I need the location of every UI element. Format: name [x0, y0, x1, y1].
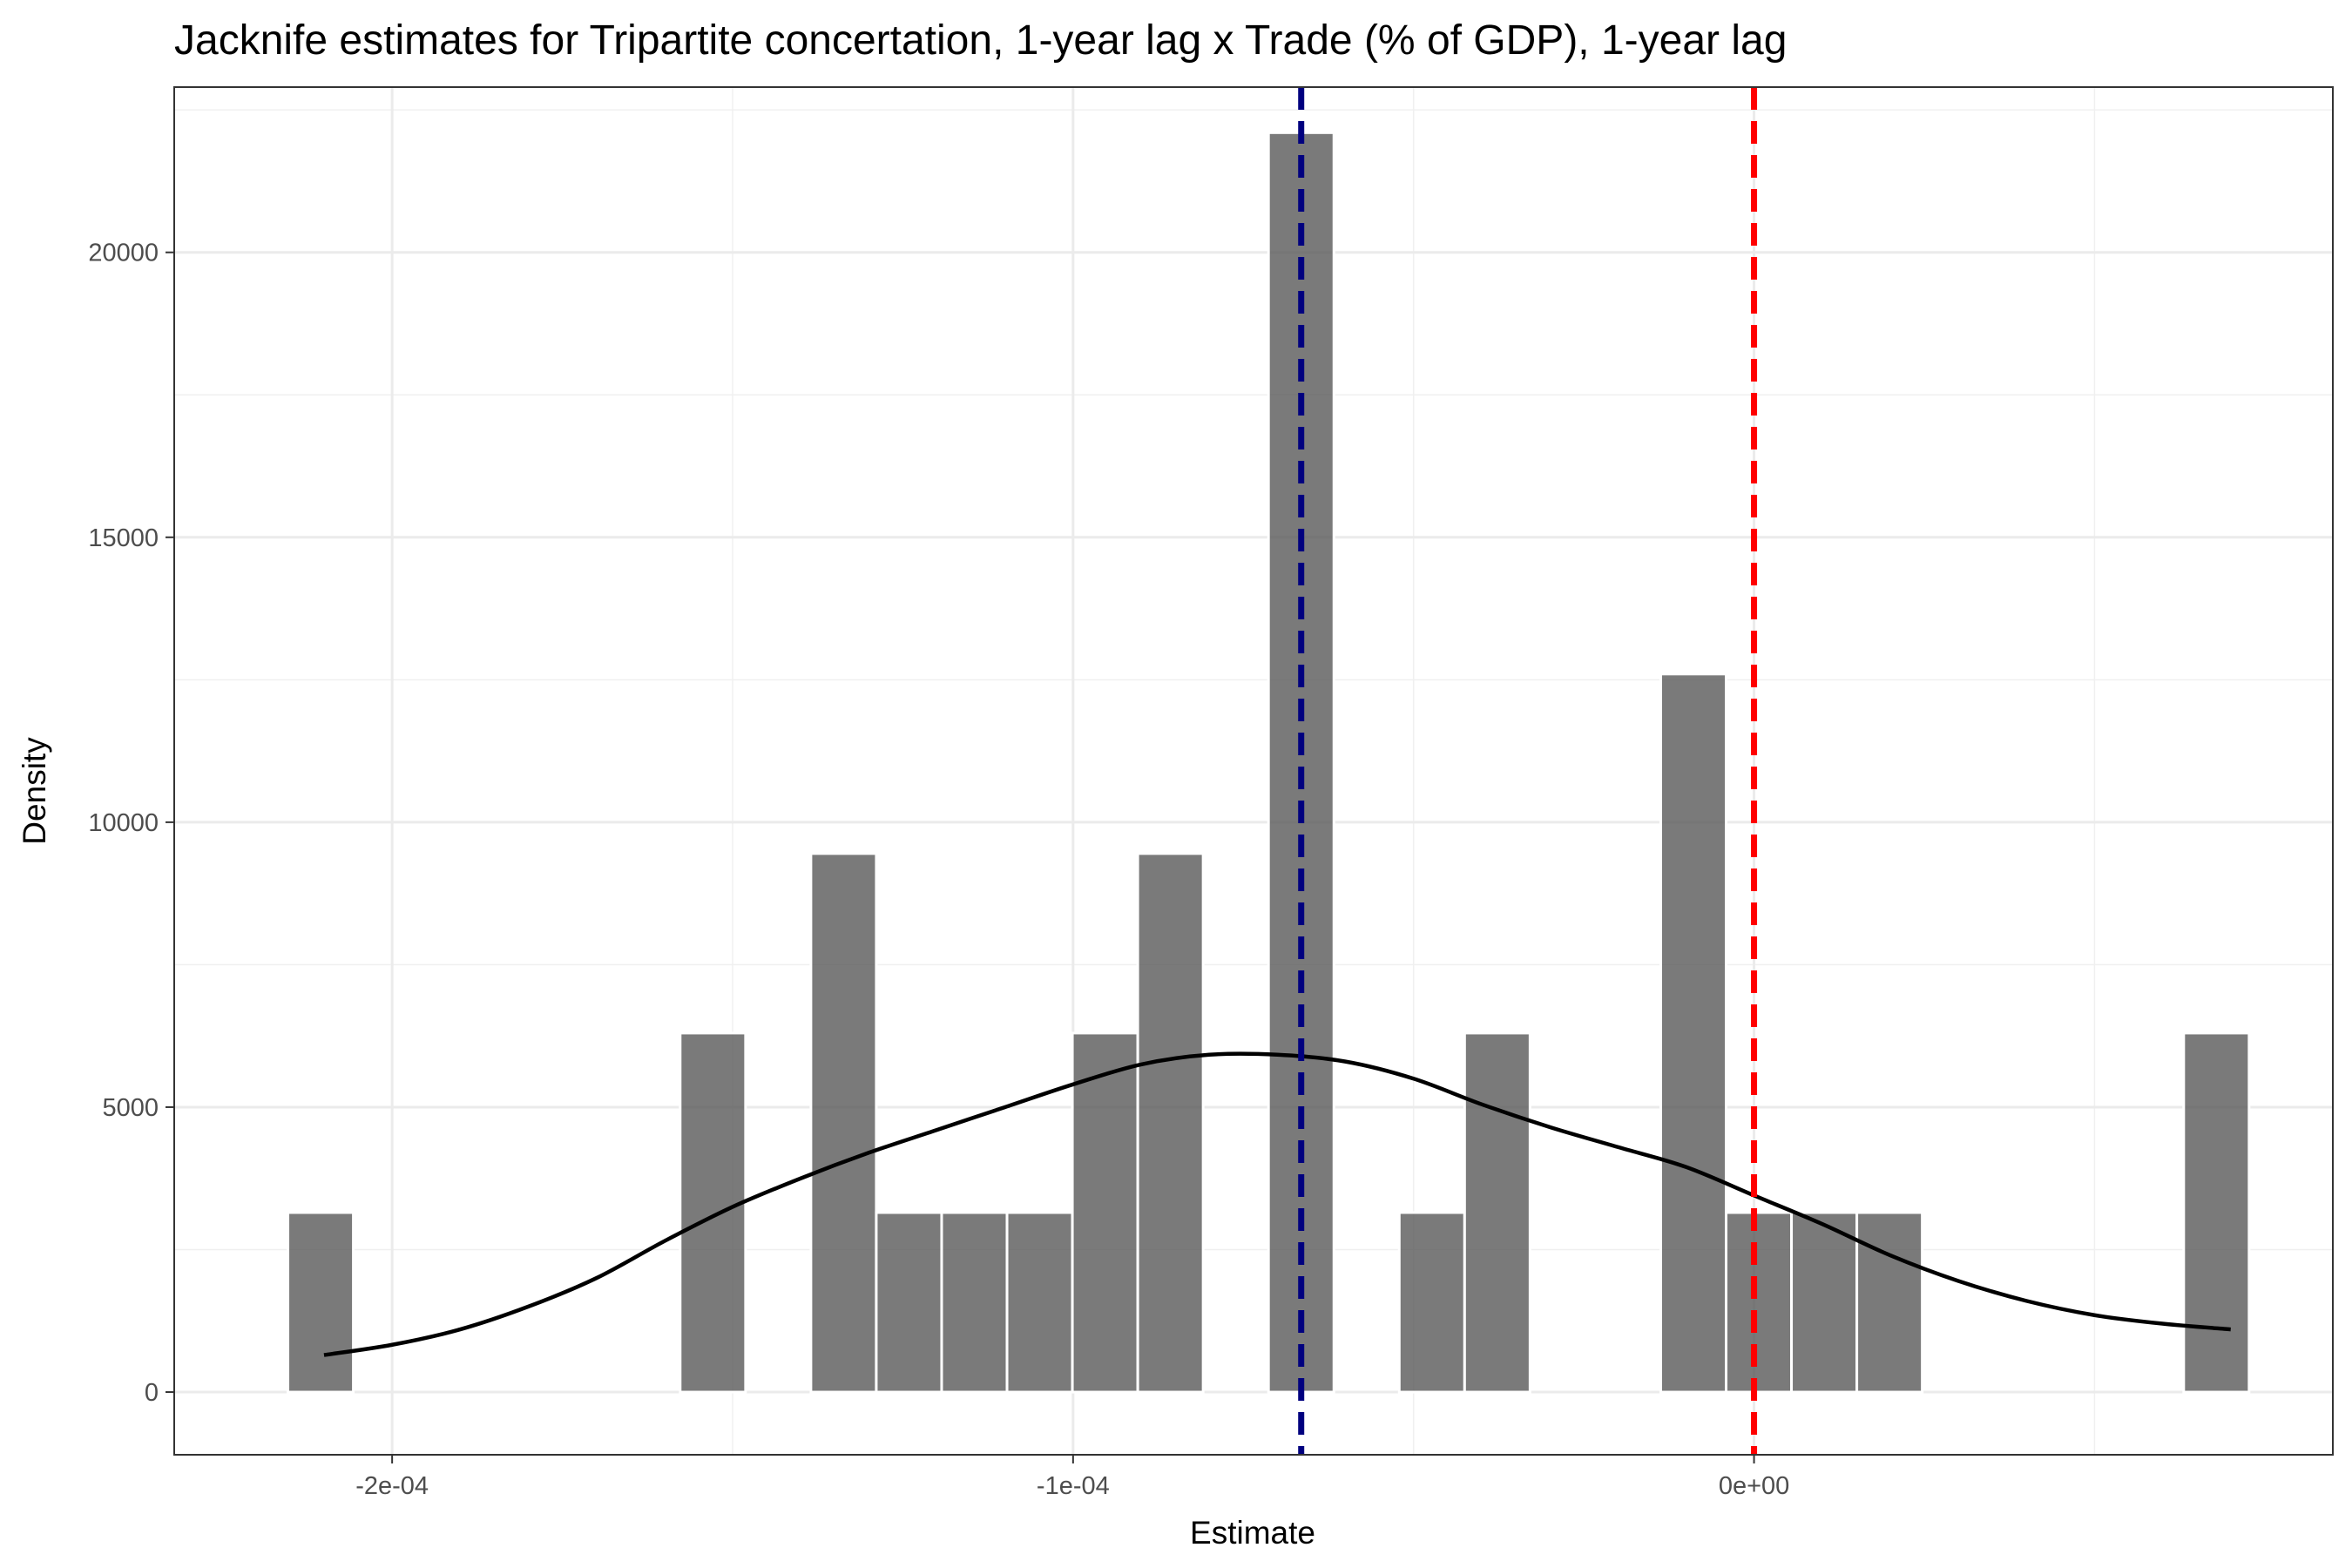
histogram-bar: [2182, 1031, 2251, 1394]
histogram-bar: [1659, 672, 1728, 1394]
histogram-bar: [1397, 1211, 1466, 1394]
y-axis-title: Density: [17, 737, 52, 845]
x-tick-label: 0e+00: [1719, 1472, 1789, 1500]
histogram-bar: [1267, 131, 1335, 1394]
x-tick-label: -2e-04: [355, 1472, 429, 1500]
chart-title: Jacknife estimates for Tripartite concer…: [174, 17, 1787, 64]
y-tick-label: 10000: [88, 809, 159, 837]
y-tick-label: 15000: [88, 524, 159, 552]
histogram-bar: [1725, 1211, 1794, 1394]
x-tick-label: -1e-04: [1037, 1472, 1110, 1500]
histogram-bar: [287, 1211, 355, 1394]
x-axis-title: Estimate: [1190, 1515, 1315, 1551]
histogram-bar: [1005, 1211, 1074, 1394]
density-curve: [323, 1051, 2231, 1357]
histogram-bar: [1790, 1211, 1859, 1394]
histogram-bar: [679, 1031, 747, 1394]
histogram-bar: [1071, 1031, 1139, 1394]
y-tick-label: 5000: [102, 1094, 159, 1122]
plot-panel: [174, 87, 2333, 1455]
panel-border: [173, 86, 2334, 1456]
plot-layer: -2e-04 -1e-04 0e+00 0 5000 10000 15000 20000: [88, 86, 2334, 1500]
histogram-bar: [940, 1211, 1009, 1394]
histogram-bar: [875, 1211, 943, 1394]
histogram-bar: [1855, 1211, 1924, 1394]
histogram-bar: [809, 852, 878, 1394]
y-tick-label: 20000: [88, 240, 159, 267]
histogram-bar: [1463, 1031, 1531, 1394]
histogram-bar: [1136, 852, 1205, 1394]
y-tick-label: 0: [145, 1379, 159, 1407]
